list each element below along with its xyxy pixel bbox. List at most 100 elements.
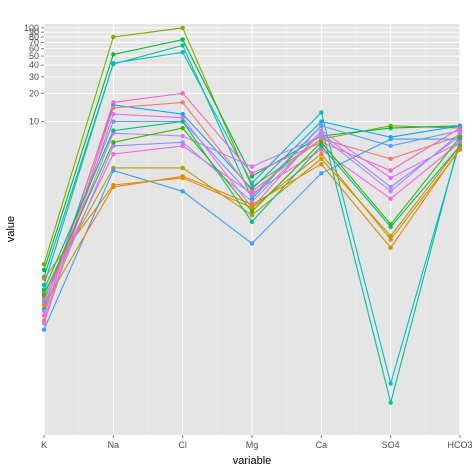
data-point — [111, 111, 116, 117]
data-point — [111, 60, 116, 66]
data-point — [319, 119, 324, 124]
data-point — [111, 151, 116, 157]
data-point — [180, 165, 185, 171]
grid-minor — [78, 24, 426, 435]
data-point — [249, 212, 255, 218]
data-point — [388, 168, 393, 173]
data-point — [388, 125, 393, 131]
data-point — [180, 143, 185, 149]
y-tick-label: 40 — [29, 60, 39, 70]
y-tick-label: 30 — [29, 72, 39, 82]
data-point — [180, 91, 185, 96]
data-point — [111, 168, 116, 173]
data-point — [457, 145, 463, 151]
y-tick-label: 20 — [29, 88, 39, 98]
data-point — [41, 321, 47, 326]
data-point — [180, 37, 185, 42]
data-point — [41, 313, 47, 318]
data-point — [180, 43, 185, 48]
data-point — [249, 180, 255, 186]
data-point — [41, 308, 47, 314]
data-point — [41, 295, 47, 301]
data-point — [388, 400, 393, 405]
data-point — [180, 100, 185, 105]
data-point — [111, 119, 116, 124]
data-point — [111, 184, 116, 190]
data-point — [319, 123, 324, 129]
data-point — [388, 196, 393, 201]
y-tick-label: 80 — [29, 32, 39, 42]
data-point — [180, 111, 185, 117]
data-point — [180, 25, 185, 31]
data-point — [457, 135, 463, 140]
data-point — [180, 133, 185, 139]
data-point — [319, 162, 324, 167]
data-point — [41, 327, 47, 332]
data-point — [180, 140, 185, 145]
data-point — [41, 292, 47, 298]
data-point — [249, 241, 255, 246]
data-point — [388, 156, 393, 162]
data-point — [41, 299, 47, 304]
data-point — [180, 125, 185, 131]
data-point — [319, 171, 324, 176]
data-point — [388, 143, 393, 149]
y-axis-title: value — [5, 216, 17, 242]
data-point — [180, 189, 185, 194]
data-point — [41, 261, 47, 267]
x-tick-label: SO4 — [382, 440, 400, 450]
grid-major — [43, 24, 461, 435]
series-points — [41, 25, 463, 405]
data-point — [249, 199, 255, 204]
y-tick-label: 70 — [29, 37, 39, 47]
data-point — [41, 282, 47, 288]
data-point — [319, 156, 324, 162]
data-point — [319, 110, 324, 115]
data-point — [180, 174, 185, 179]
x-tick-label: Na — [108, 440, 120, 450]
data-point — [388, 222, 393, 227]
data-point — [41, 287, 47, 292]
data-point — [180, 115, 185, 120]
data-point — [457, 125, 463, 131]
data-point — [319, 140, 324, 145]
x-tick-label: K — [41, 440, 47, 450]
data-point — [180, 49, 185, 55]
data-point — [249, 191, 255, 196]
data-point — [319, 131, 324, 136]
data-point — [388, 237, 393, 242]
data-point — [111, 34, 116, 40]
x-tick-label: Ca — [316, 440, 328, 450]
data-point — [111, 143, 116, 149]
data-point — [249, 174, 255, 179]
data-point — [319, 136, 324, 142]
data-point — [388, 175, 393, 181]
data-point — [388, 184, 393, 190]
data-point — [319, 151, 324, 157]
data-point — [111, 105, 116, 111]
y-tick-label: 60 — [29, 44, 39, 54]
data-point — [41, 276, 47, 281]
data-point — [319, 147, 324, 152]
x-tick-label: Mg — [246, 440, 259, 450]
x-tick-label: HCO3 — [447, 440, 472, 450]
data-point — [249, 164, 255, 169]
data-point — [388, 189, 393, 194]
x-axis-title: variable — [233, 455, 272, 467]
data-point — [111, 128, 116, 133]
data-point — [388, 233, 393, 239]
data-point — [388, 381, 393, 386]
data-point — [249, 205, 255, 210]
data-point — [249, 209, 255, 214]
y-tick-label: 50 — [29, 51, 39, 61]
data-point — [388, 136, 393, 142]
data-point — [249, 171, 255, 176]
data-point — [249, 202, 255, 207]
data-point — [111, 100, 116, 105]
y-tick-label: 100 — [24, 23, 39, 33]
data-point — [249, 219, 255, 225]
data-point — [41, 302, 47, 308]
data-point — [388, 245, 393, 250]
